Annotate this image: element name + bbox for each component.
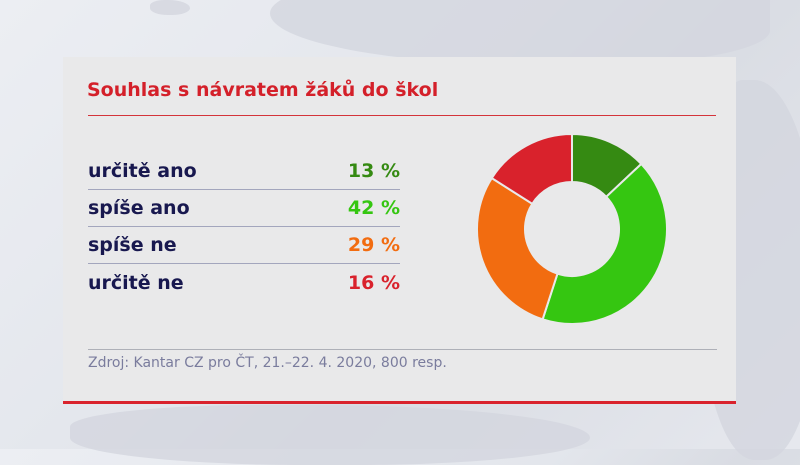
background-map-shape: [70, 405, 590, 465]
legend-value: 42 %: [347, 197, 400, 219]
donut-segment-spíše-ne: [477, 176, 559, 321]
legend-label: spíše ano: [88, 197, 190, 219]
legend-value: 13 %: [347, 160, 400, 182]
chart-title: Souhlas s návratem žáků do škol: [87, 79, 439, 101]
legend-row: určitě ne 16 %: [88, 264, 400, 301]
donut-segment-určitě-ne: [490, 134, 573, 206]
donut-segment-spíše-ano: [541, 162, 667, 324]
legend-value: 16 %: [347, 271, 400, 294]
donut-chart: [477, 134, 667, 324]
legend-label: určitě ne: [88, 271, 184, 294]
legend-value: 29 %: [347, 234, 400, 256]
background-map-shape: [270, 0, 770, 65]
legend-row: určitě ano 13 %: [88, 153, 400, 190]
legend-row: spíše ne 29 %: [88, 227, 400, 264]
infographic-card: Souhlas s návratem žáků do škol určitě a…: [63, 57, 736, 404]
legend-row: spíše ano 42 %: [88, 190, 400, 227]
legend-table: určitě ano 13 % spíše ano 42 % spíše ne …: [88, 153, 400, 301]
source-divider: [88, 349, 717, 350]
legend-label: určitě ano: [88, 160, 197, 182]
source-note: Zdroj: Kantar CZ pro ČT, 21.–22. 4. 2020…: [88, 355, 447, 371]
background-map-shape: [150, 0, 190, 15]
title-divider: [88, 115, 716, 116]
legend-label: spíše ne: [88, 234, 177, 256]
